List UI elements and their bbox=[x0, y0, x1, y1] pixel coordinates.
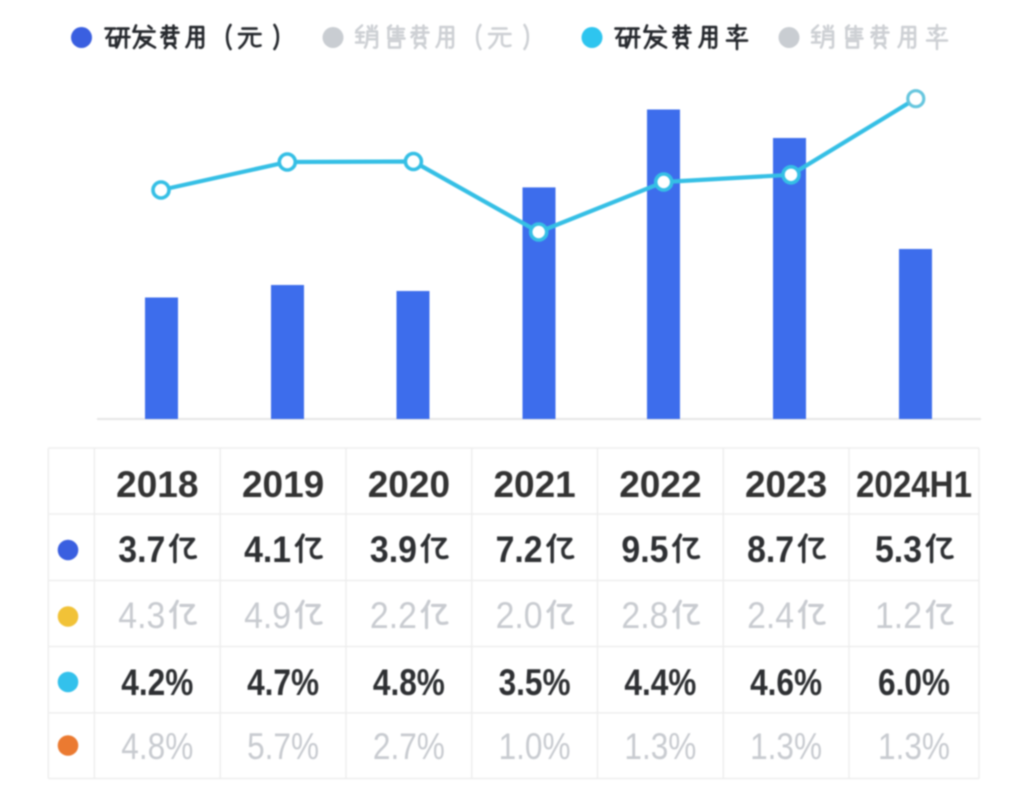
svg-text:9.5: 9.5 bbox=[621, 529, 668, 570]
svg-text:2.8: 2.8 bbox=[621, 595, 668, 636]
svg-text:5.7%: 5.7% bbox=[247, 726, 319, 767]
svg-text:4.8%: 4.8% bbox=[373, 662, 445, 703]
svg-text:5.3: 5.3 bbox=[875, 529, 922, 570]
svg-text:2.2: 2.2 bbox=[370, 595, 417, 636]
svg-text:2020: 2020 bbox=[368, 464, 450, 505]
svg-text:2021: 2021 bbox=[493, 464, 575, 505]
svg-text:4.4%: 4.4% bbox=[624, 662, 696, 703]
svg-text:2019: 2019 bbox=[242, 464, 324, 505]
svg-text:2.0: 2.0 bbox=[496, 595, 543, 636]
svg-text:4.1: 4.1 bbox=[244, 529, 291, 570]
svg-text:3.5%: 3.5% bbox=[499, 662, 571, 703]
svg-text:2022: 2022 bbox=[619, 464, 701, 505]
svg-text:2023: 2023 bbox=[745, 464, 827, 505]
svg-text:4.3: 4.3 bbox=[118, 595, 165, 636]
svg-text:1.2: 1.2 bbox=[875, 595, 922, 636]
svg-text:1.3%: 1.3% bbox=[624, 726, 696, 767]
svg-text:6.0%: 6.0% bbox=[878, 662, 950, 703]
svg-text:7.2: 7.2 bbox=[496, 529, 543, 570]
svg-text:4.7%: 4.7% bbox=[247, 662, 319, 703]
svg-text:2.7%: 2.7% bbox=[373, 726, 445, 767]
svg-text:2.4: 2.4 bbox=[747, 595, 794, 636]
svg-text:3.7: 3.7 bbox=[118, 529, 165, 570]
svg-text:4.2%: 4.2% bbox=[121, 662, 193, 703]
svg-text:2018: 2018 bbox=[116, 464, 198, 505]
svg-text:4.6%: 4.6% bbox=[750, 662, 822, 703]
svg-text:8.7: 8.7 bbox=[747, 529, 794, 570]
svg-text:2024H1: 2024H1 bbox=[856, 464, 972, 505]
svg-text:1.0%: 1.0% bbox=[499, 726, 571, 767]
svg-text:4.9: 4.9 bbox=[244, 595, 291, 636]
svg-text:4.8%: 4.8% bbox=[121, 726, 193, 767]
svg-text:3.9: 3.9 bbox=[370, 529, 417, 570]
svg-text:1.3%: 1.3% bbox=[750, 726, 822, 767]
svg-text:1.3%: 1.3% bbox=[878, 726, 950, 767]
